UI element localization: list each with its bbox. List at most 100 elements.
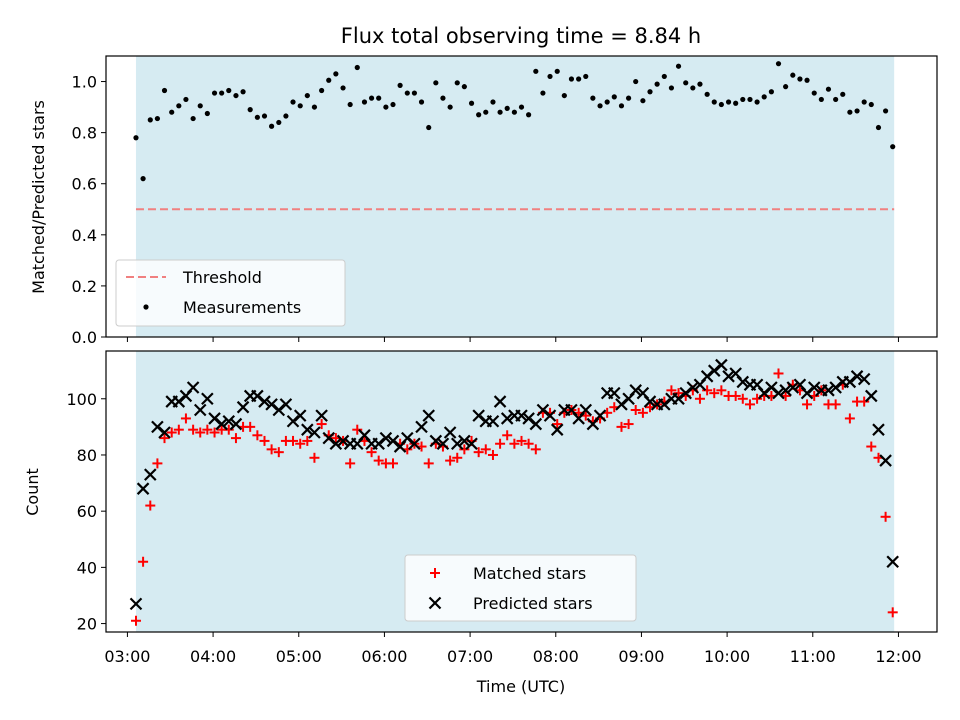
predicted-star-point <box>522 412 535 425</box>
measurement-point <box>554 68 560 74</box>
measurement-point <box>311 104 318 110</box>
predicted-star-point <box>643 395 657 408</box>
measurement-point <box>468 100 475 106</box>
measurement-point <box>861 99 867 105</box>
matched-star-point <box>273 447 284 458</box>
ratio-y-tick-label: 1.0 <box>72 73 97 92</box>
predicted-star-point <box>722 370 735 383</box>
matched-star-point <box>145 500 156 511</box>
matched-star-point <box>316 419 327 430</box>
measurement-point <box>354 64 360 71</box>
matched-star-point <box>387 458 398 469</box>
measurement-point <box>397 82 403 88</box>
measurement-point <box>276 119 282 126</box>
predicted-star-point <box>593 409 607 422</box>
matched-star-point <box>730 390 741 401</box>
measurement-point <box>683 80 689 86</box>
ratio-y-ticks: 0.0 0.2 0.4 0.6 0.8 1.0 <box>72 73 106 347</box>
measurement-point <box>668 85 675 91</box>
matched-star-point <box>523 438 534 449</box>
predicted-star-point <box>408 437 421 451</box>
measurement-point <box>483 109 489 115</box>
matched-star-point <box>202 424 213 435</box>
matched-star-point <box>830 399 841 410</box>
matched-star-point <box>166 427 177 438</box>
measurement-point <box>840 91 846 97</box>
predicted-star-point <box>865 389 878 403</box>
measurement-point <box>847 109 853 115</box>
measurement-point <box>347 101 353 108</box>
x-axis-label: Time (UTC) <box>476 677 565 696</box>
measurement-point <box>768 89 774 95</box>
measurement-point <box>304 92 310 99</box>
measurement-point <box>882 108 889 114</box>
predicted-star-point <box>465 437 478 451</box>
measurement-point <box>561 92 567 99</box>
predicted-star-point <box>822 384 835 397</box>
predicted-star-point <box>236 400 250 414</box>
legend-predicted-marker <box>428 596 442 610</box>
measurement-point <box>411 90 418 96</box>
measurement-point <box>783 84 789 90</box>
measurement-point <box>526 112 532 118</box>
count-y-tick-label: 40 <box>77 558 97 577</box>
predicted-star-point <box>715 358 728 372</box>
matched-star-point <box>259 435 270 446</box>
matched-star-point <box>859 396 870 407</box>
measurement-point <box>261 113 268 119</box>
ratio-x-ticks <box>126 337 899 342</box>
measurement-point <box>790 72 796 78</box>
chart-title: Flux total observing time = 8.84 h <box>341 24 701 48</box>
predicted-star-point <box>850 370 864 383</box>
measurement-point <box>504 105 510 111</box>
matched-star-point <box>188 424 199 435</box>
measurement-point <box>183 96 189 103</box>
measurement-point <box>733 100 739 106</box>
predicted-star-point <box>201 392 214 406</box>
predicted-star-point <box>372 437 385 451</box>
count-plot-frame <box>105 350 938 633</box>
measurement-point <box>825 86 832 92</box>
matched-star-point <box>694 393 705 404</box>
measurement-point <box>725 99 732 105</box>
matched-star-point <box>844 413 855 424</box>
count-y-tick-label: 100 <box>66 390 97 409</box>
predicted-star-point <box>308 426 321 439</box>
measurement-point <box>518 104 525 110</box>
predicted-star-point <box>886 555 899 569</box>
matched-star-point <box>702 385 713 396</box>
predicted-star-point <box>857 372 871 386</box>
matched-star-point <box>138 556 149 567</box>
predicted-star-point <box>258 395 271 408</box>
measurement-point <box>754 99 760 105</box>
measurement-point <box>704 91 710 97</box>
ratio-y-tick-label: 0.4 <box>72 226 97 245</box>
predicted-star-point <box>543 409 557 422</box>
matched-star-point <box>366 447 377 458</box>
predicted-star-point <box>186 381 200 394</box>
matched-star-point <box>459 444 470 455</box>
predicted-star-point <box>144 468 157 481</box>
measurement-point <box>611 94 617 100</box>
measurement-point <box>319 87 325 94</box>
predicted-star-point <box>336 434 350 448</box>
measurement-point <box>240 89 246 95</box>
ratio-legend: Threshold Measurements <box>115 259 346 327</box>
measurement-point <box>604 99 610 105</box>
predicted-star-point <box>422 409 435 422</box>
predicted-star-point <box>672 392 685 406</box>
predicted-star-point <box>429 434 443 448</box>
predicted-star-point <box>229 417 243 431</box>
measurement-point <box>647 89 653 95</box>
matched-star-point <box>152 458 163 469</box>
measurement-point <box>854 108 860 114</box>
predicted-star-point <box>515 409 528 422</box>
matched-star-point <box>673 388 684 399</box>
predicted-star-point <box>415 420 428 434</box>
measurement-point <box>811 90 817 96</box>
x-tick-label: 08:00 <box>533 647 579 666</box>
measurement-point <box>440 95 446 101</box>
matched-star-point <box>195 427 206 438</box>
measurement-point <box>718 101 724 108</box>
measurement-point <box>247 107 253 113</box>
